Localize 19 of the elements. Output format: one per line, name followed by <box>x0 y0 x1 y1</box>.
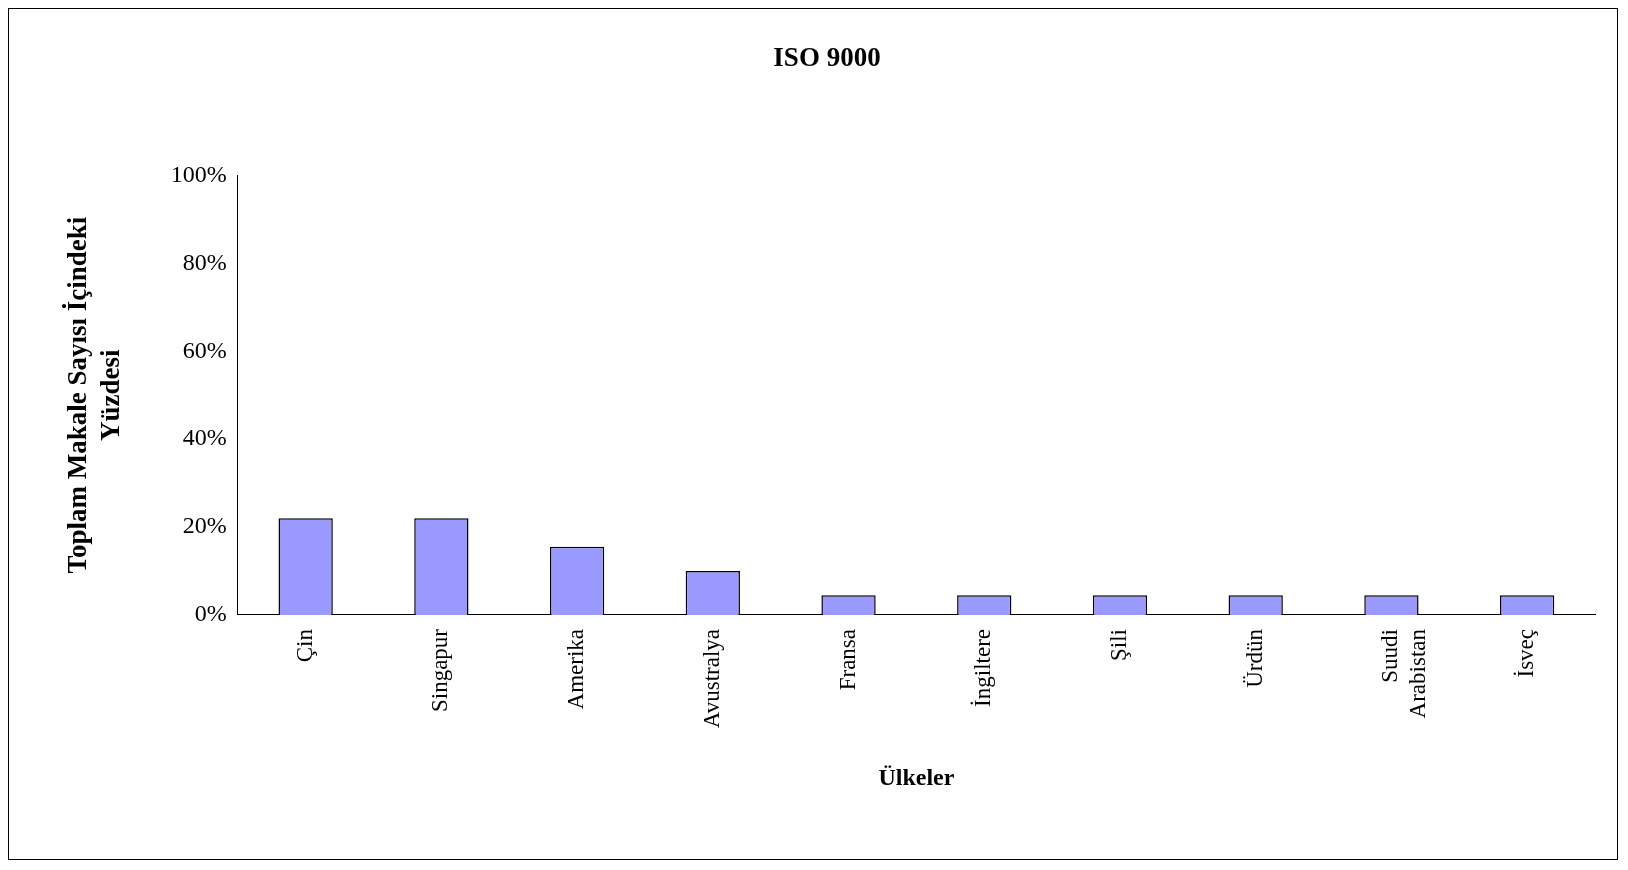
x-tick-label: İngiltere <box>970 628 996 707</box>
x-tick-label: Suudi Arabistan <box>1377 628 1431 719</box>
y-tick-label: 40% <box>182 424 227 451</box>
x-tick-label: Fransa <box>834 628 860 691</box>
y-tick-label: 80% <box>182 248 227 275</box>
y-axis-title: Toplam Makale Sayısı İçindeki Yüzdesi <box>62 216 125 574</box>
x-tick-label: Singapur <box>427 628 453 713</box>
x-tick-label: Şili <box>1106 628 1132 661</box>
x-tick-label: Çin <box>291 628 317 663</box>
x-tick-label: İsveç <box>1513 628 1539 678</box>
x-axis-title: Ülkeler <box>878 763 955 790</box>
y-tick-label: 100% <box>170 160 227 187</box>
chart-title: ISO 9000 <box>773 42 881 73</box>
x-tick-label: Amerika <box>563 628 589 710</box>
x-tick-label: Avustralya <box>698 628 724 729</box>
y-tick-label: 20% <box>182 512 227 539</box>
y-tick-label: 60% <box>182 336 227 363</box>
y-tick-label: 0% <box>194 600 227 627</box>
x-tick-label: Ürdün <box>1241 628 1267 688</box>
